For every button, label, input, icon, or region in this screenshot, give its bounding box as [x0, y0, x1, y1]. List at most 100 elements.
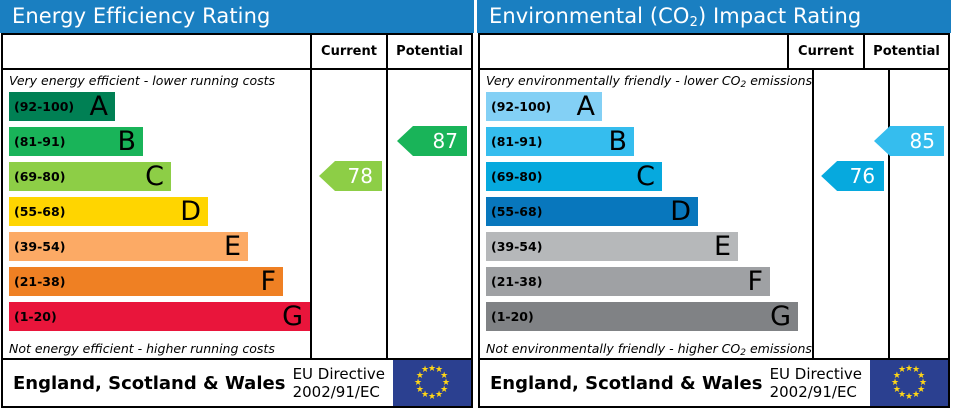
band-letter-label: E	[713, 231, 731, 262]
rating-band-e: (39-54) E	[9, 232, 248, 261]
rating-band-e: (39-54) E	[486, 232, 738, 261]
current-column-environmental: 76	[812, 70, 888, 358]
caption-bottom-energy: Not energy efficient - higher running co…	[9, 341, 275, 356]
eu-flag-star: ★	[904, 391, 914, 402]
directive-line-2: 2002/91/EC	[292, 383, 380, 401]
band-letter-label: F	[260, 266, 276, 297]
table-footer-environmental: England, Scotland & Wales EU Directive 2…	[480, 360, 948, 406]
band-letter-label: G	[282, 301, 303, 332]
eu-flag-star: ★	[427, 363, 437, 374]
potential-rating-arrow: 87	[397, 126, 467, 156]
table-body-environmental: Very environmentally friendly - lower CO…	[480, 70, 948, 360]
band-range-label: (21-38)	[14, 274, 66, 289]
current-rating-arrow: 76	[821, 161, 885, 191]
header-potential: Potential	[386, 35, 471, 68]
band-range-label: (1-20)	[14, 309, 57, 324]
eu-flag-icon: ★ ★ ★ ★ ★ ★ ★ ★ ★ ★ ★ ★	[393, 360, 471, 406]
header-potential: Potential	[863, 35, 948, 68]
footer-directive-environmental: EU Directive 2002/91/EC	[770, 365, 870, 401]
directive-line-1: EU Directive	[292, 365, 385, 383]
current-rating-arrow: 78	[319, 161, 382, 191]
header-spacer	[3, 35, 310, 68]
band-range-label: (39-54)	[491, 239, 543, 254]
table-footer-energy: England, Scotland & Wales EU Directive 2…	[3, 360, 471, 406]
caption-top-energy: Very energy efficient - lower running co…	[9, 73, 276, 88]
band-range-label: (55-68)	[14, 204, 66, 219]
chart-title-environmental: Environmental (CO2) Impact Rating	[477, 0, 951, 33]
band-letter-label: B	[608, 126, 627, 157]
energy-efficiency-rating-chart: Energy Efficiency Rating Current Potenti…	[0, 0, 474, 408]
eu-flag-star: ★	[918, 377, 928, 388]
band-letter-label: B	[117, 126, 136, 157]
eu-flag-star: ★	[904, 363, 914, 374]
rating-band-d: (55-68) D	[9, 197, 208, 226]
bands-column-energy: Very energy efficient - lower running co…	[3, 70, 310, 358]
band-letter-label: E	[223, 231, 241, 262]
current-column-energy: 78	[310, 70, 386, 358]
rating-table-environmental: Current Potential Very environmentally f…	[478, 33, 950, 408]
band-range-label: (1-20)	[491, 309, 534, 324]
eu-flag-star: ★	[440, 384, 449, 395]
rating-band-g: (1-20) G	[486, 302, 798, 331]
table-body-energy: Very energy efficient - lower running co…	[3, 70, 471, 360]
eu-flag-star: ★	[427, 391, 437, 402]
band-range-label: (69-80)	[14, 169, 66, 184]
band-range-label: (69-80)	[491, 169, 543, 184]
band-letter-label: G	[770, 301, 791, 332]
directive-line-1: EU Directive	[769, 365, 862, 383]
eu-flag-star: ★	[434, 389, 444, 400]
header-current: Current	[787, 35, 863, 68]
eu-flag-star: ★	[890, 377, 900, 388]
table-header-environmental: Current Potential	[480, 35, 948, 70]
rating-band-a: (92-100) A	[9, 92, 115, 121]
band-list-environmental: (92-100) A (81-91) B (69-80) C (55-68) D (39-54)…	[480, 91, 812, 337]
eu-flag-star: ★	[420, 365, 430, 376]
band-letter-label: D	[670, 196, 691, 227]
rating-band-a: (92-100) A	[486, 92, 602, 121]
eu-flag-star: ★	[434, 365, 444, 376]
eu-flag-star: ★	[415, 384, 424, 395]
band-letter-label: D	[180, 196, 201, 227]
band-letter-label: A	[576, 91, 595, 122]
eu-flag-star: ★	[892, 384, 901, 395]
eu-flag-star: ★	[897, 389, 907, 400]
eu-flag-star: ★	[420, 389, 430, 400]
eu-flag-star: ★	[440, 370, 449, 381]
header-current: Current	[310, 35, 386, 68]
chart-title-energy: Energy Efficiency Rating	[0, 0, 474, 33]
band-letter-label: F	[747, 266, 763, 297]
rating-band-g: (1-20) G	[9, 302, 310, 331]
band-range-label: (92-100)	[491, 99, 552, 114]
rating-band-f: (21-38) F	[486, 267, 770, 296]
band-letter-label: C	[636, 161, 655, 192]
eu-flag-star: ★	[413, 377, 423, 388]
potential-rating-arrow: 85	[874, 126, 944, 156]
potential-column-energy: 87	[386, 70, 471, 358]
rating-band-d: (55-68) D	[486, 197, 698, 226]
band-range-label: (81-91)	[14, 134, 66, 149]
band-letter-label: C	[145, 161, 164, 192]
caption-bottom-environmental: Not environmentally friendly - higher CO…	[486, 341, 812, 358]
band-list-energy: (92-100) A (81-91) B (69-80) C (55-68) D (39-54)…	[3, 91, 310, 337]
band-range-label: (92-100)	[14, 99, 75, 114]
header-spacer	[480, 35, 787, 68]
directive-line-2: 2002/91/EC	[769, 383, 857, 401]
band-range-label: (39-54)	[14, 239, 66, 254]
footer-region-environmental: England, Scotland & Wales	[490, 372, 763, 394]
eu-flag-star: ★	[441, 377, 451, 388]
environmental-impact-rating-chart: Environmental (CO2) Impact Rating Curren…	[477, 0, 951, 408]
band-range-label: (81-91)	[491, 134, 543, 149]
rating-table-energy: Current Potential Very energy efficient …	[1, 33, 473, 408]
rating-band-c: (69-80) C	[9, 162, 171, 191]
band-letter-label: A	[89, 91, 108, 122]
band-range-label: (55-68)	[491, 204, 543, 219]
eu-flag-star: ★	[415, 370, 424, 381]
rating-band-c: (69-80) C	[486, 162, 662, 191]
rating-band-b: (81-91) B	[486, 127, 634, 156]
eu-flag-star: ★	[917, 370, 926, 381]
eu-flag-star: ★	[911, 389, 921, 400]
eu-flag-icon: ★ ★ ★ ★ ★ ★ ★ ★ ★ ★ ★ ★	[870, 360, 948, 406]
table-header-energy: Current Potential	[3, 35, 471, 70]
potential-column-environmental: 85	[874, 70, 948, 358]
